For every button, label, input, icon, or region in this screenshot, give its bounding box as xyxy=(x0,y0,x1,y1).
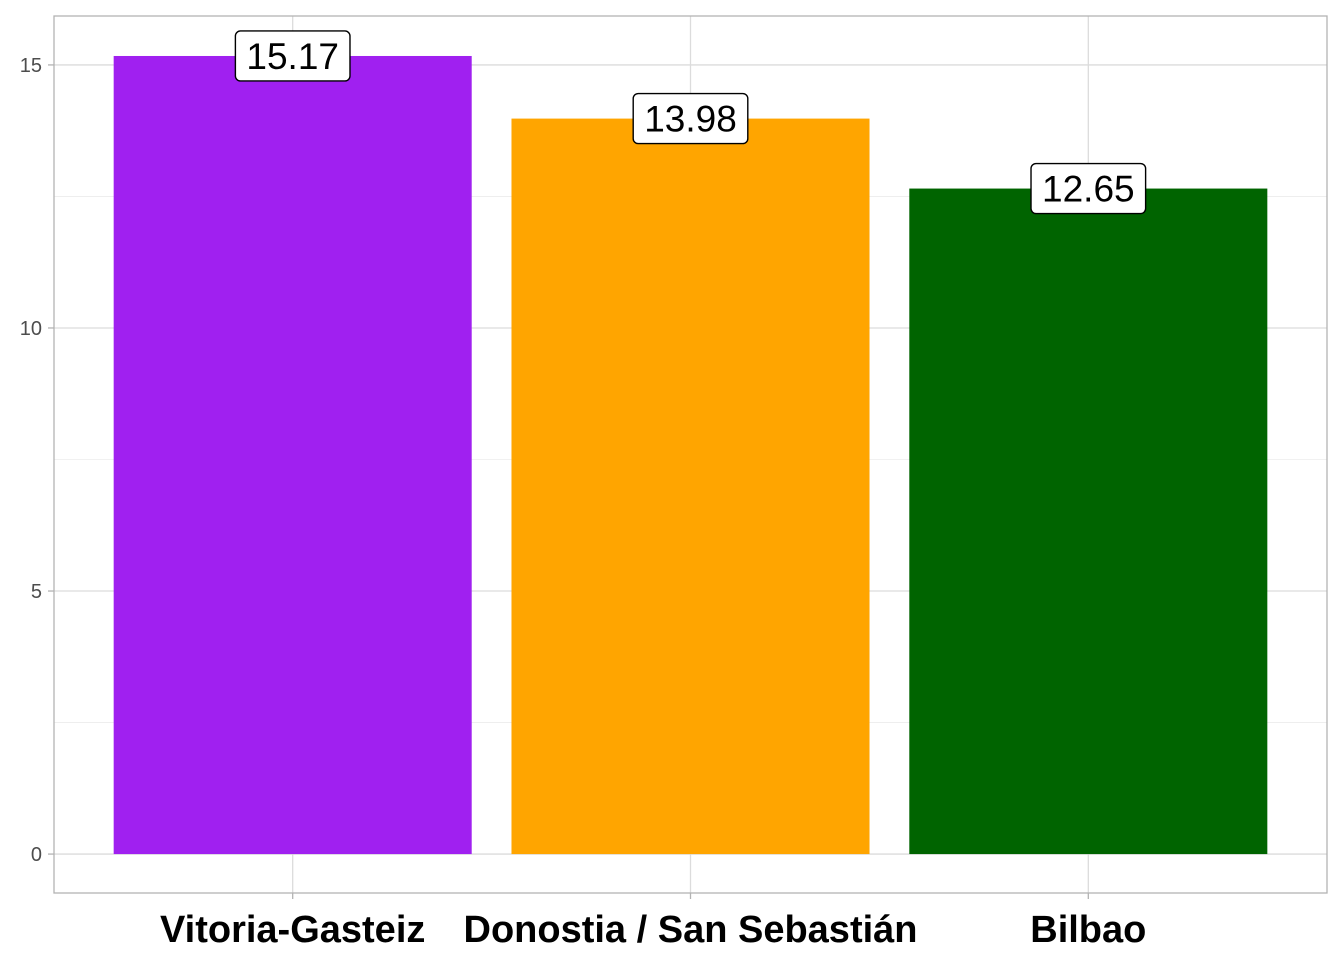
x-tick-label: Vitoria-Gasteiz xyxy=(160,909,425,951)
y-tick-label: 15 xyxy=(20,55,42,77)
value-labels: 15.17 13.98 12.65 xyxy=(234,30,1147,215)
bar xyxy=(909,188,1268,855)
value-label-box xyxy=(234,30,351,82)
value-label-text: 12.65 xyxy=(1042,169,1135,210)
x-tick-label: Donostia / San Sebastián xyxy=(464,909,918,951)
axes: 0 5 10 15 Vitoria-Gasteiz Donostia / San Seba… xyxy=(20,55,1147,951)
value-label-box xyxy=(1030,162,1147,215)
value-label: 13.98 xyxy=(632,92,749,145)
value-label: 15.17 xyxy=(234,30,351,82)
bar xyxy=(113,55,472,855)
y-tick-label: 5 xyxy=(31,581,42,603)
value-label-text: 15.17 xyxy=(246,36,339,77)
value-label-text: 13.98 xyxy=(644,99,737,140)
bar xyxy=(511,118,870,855)
bars xyxy=(113,55,1268,855)
value-label: 12.65 xyxy=(1030,162,1147,215)
x-tick-label: Bilbao xyxy=(1030,909,1146,951)
value-label-box xyxy=(632,92,749,145)
y-tick-label: 10 xyxy=(20,318,42,340)
y-tick-label: 0 xyxy=(31,844,42,866)
